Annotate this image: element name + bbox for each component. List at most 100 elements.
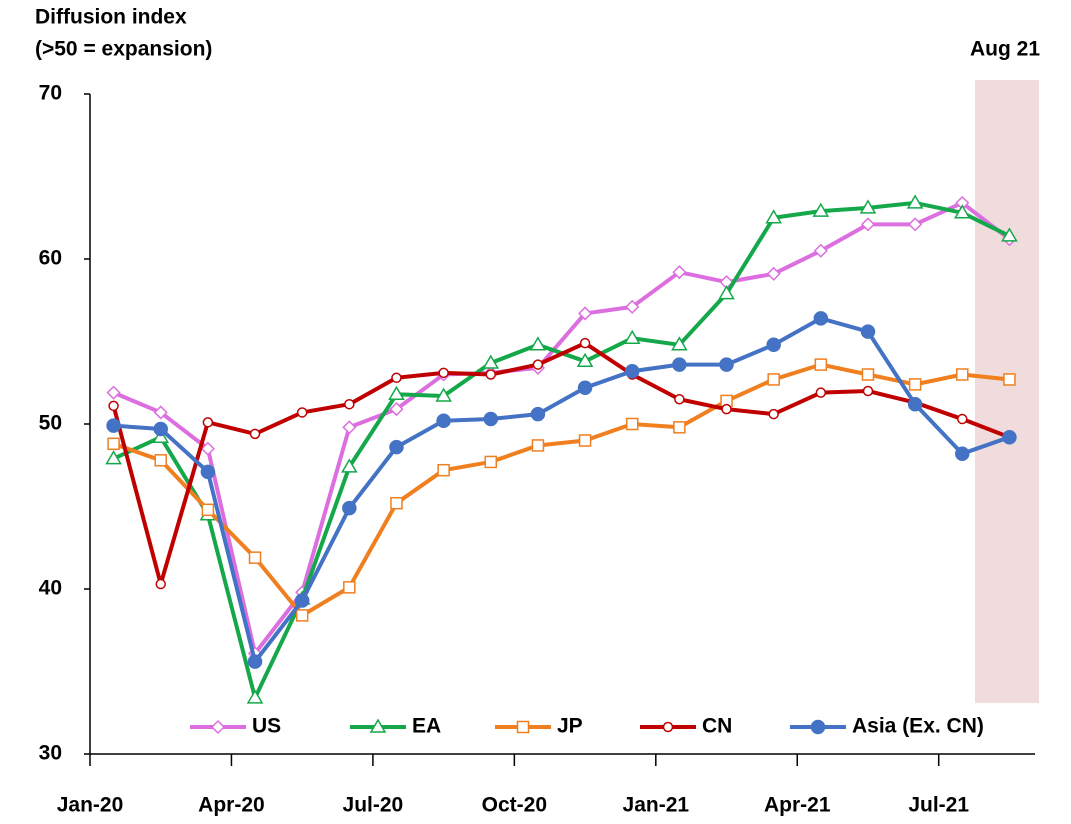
point — [341, 458, 358, 473]
annotation: Aug 21 — [970, 38, 1040, 61]
point — [483, 411, 499, 427]
point — [106, 385, 121, 400]
point — [906, 194, 924, 209]
point — [202, 417, 214, 428]
point — [623, 329, 641, 344]
x-tick-label: Jan-21 — [623, 794, 690, 817]
point — [625, 417, 639, 431]
point — [577, 380, 593, 395]
point — [1001, 227, 1018, 242]
point — [955, 446, 970, 461]
point — [672, 357, 687, 372]
point — [107, 437, 120, 451]
point — [153, 421, 168, 437]
point — [766, 266, 781, 281]
series-line — [112, 200, 1011, 656]
point — [672, 265, 687, 280]
point — [391, 372, 402, 384]
legend-marker — [662, 721, 674, 733]
point — [1002, 429, 1017, 445]
legend-marker — [369, 718, 387, 733]
point — [388, 385, 405, 401]
y-axis-label: Diffusion index — [35, 6, 187, 29]
point — [249, 428, 261, 440]
point — [389, 439, 404, 455]
point — [105, 450, 122, 465]
point — [815, 387, 827, 398]
point — [957, 413, 968, 425]
series-line — [113, 316, 1011, 664]
point — [953, 204, 971, 219]
point — [719, 357, 734, 372]
legend-background — [180, 708, 1020, 746]
point — [482, 354, 500, 369]
point — [155, 578, 166, 590]
y-axis-note: (>50 = expansion) — [35, 38, 212, 61]
point — [390, 496, 403, 510]
point — [813, 311, 829, 326]
y-tick-label: 70 — [39, 82, 62, 105]
point — [812, 202, 830, 217]
point — [343, 581, 356, 594]
point — [200, 464, 216, 480]
x-tick-label: Apr-20 — [198, 794, 265, 817]
legend-marker — [210, 719, 226, 735]
point — [578, 434, 592, 447]
point — [438, 367, 449, 379]
point — [625, 299, 640, 314]
point — [342, 500, 357, 516]
point — [813, 243, 828, 258]
x-tick-label: Apr-21 — [764, 794, 831, 817]
point — [860, 217, 876, 232]
point — [484, 455, 498, 469]
point — [246, 689, 264, 704]
point — [344, 398, 355, 410]
point — [767, 373, 780, 386]
point — [578, 306, 593, 321]
point — [908, 217, 923, 232]
point — [294, 593, 310, 608]
point — [531, 439, 545, 452]
legend-label: JP — [557, 715, 583, 738]
point — [861, 368, 875, 381]
point — [721, 403, 732, 415]
point — [529, 336, 547, 351]
legend-label: US — [252, 715, 281, 738]
point — [389, 402, 404, 417]
point — [437, 463, 450, 477]
point — [908, 378, 922, 391]
point — [766, 337, 781, 353]
point — [624, 363, 640, 379]
legend-label: CN — [702, 715, 732, 738]
point — [295, 609, 309, 622]
point — [673, 421, 686, 434]
point — [153, 405, 168, 420]
point — [956, 368, 969, 381]
point — [674, 394, 685, 405]
point — [671, 336, 688, 351]
legend-marker — [516, 720, 530, 734]
legend-marker — [810, 719, 826, 735]
point — [859, 199, 877, 214]
x-tick-label: Jan-20 — [57, 794, 124, 817]
point — [718, 285, 735, 300]
series-line — [111, 341, 1011, 587]
y-tick-label: 50 — [39, 412, 62, 435]
point — [296, 407, 308, 418]
point — [154, 454, 167, 467]
point — [814, 358, 828, 371]
point — [435, 387, 452, 402]
point — [201, 503, 215, 517]
point — [907, 396, 923, 412]
point — [576, 352, 594, 368]
series-line — [112, 362, 1010, 618]
highlight-band — [975, 80, 1039, 703]
y-tick-label: 60 — [39, 247, 62, 270]
point — [862, 385, 874, 397]
point — [247, 654, 263, 669]
point — [530, 406, 546, 422]
point — [108, 400, 119, 412]
point — [248, 551, 262, 564]
point — [485, 369, 497, 380]
